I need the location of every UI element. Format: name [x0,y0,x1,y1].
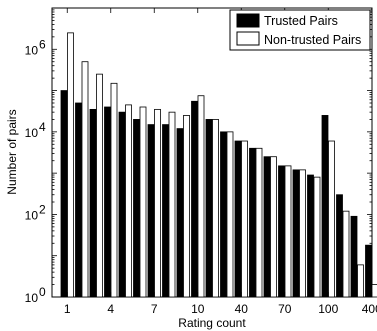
x-tick-label-10: 10 [191,302,205,316]
bar-non-trusted-4 [110,82,118,298]
x-tick-label-100: 100 [318,302,338,316]
bar-trusted-1 [60,90,68,298]
bar-non-trusted-7 [154,108,161,298]
bar-non-trusted-90 [313,176,321,298]
bar-trusted-10 [191,100,198,298]
bar-non-trusted-300 [357,264,364,298]
bar-non-trusted-200 [342,210,350,298]
bar-non-trusted-2 [81,61,89,298]
bar-trusted-40 [234,140,242,298]
bar-trusted-6 [133,119,140,298]
x-tick-label-70: 70 [278,302,292,316]
bar-trusted-90 [307,174,314,298]
x-tick-label-1: 1 [64,302,71,316]
x-tick-label-7: 7 [151,302,158,316]
bar-trusted-8 [162,124,169,298]
y-tick-exponent-2: 2 [39,202,46,216]
bar-non-trusted-1 [67,32,74,298]
y-tick-exponent-4: 4 [39,120,46,134]
y-tick-label-0: 10 [25,291,39,305]
bar-trusted-4 [104,106,111,298]
legend-swatch-non-trusted [236,31,260,46]
bar-non-trusted-6 [139,106,147,298]
bar-trusted-400 [365,244,372,298]
bar-trusted-200 [336,194,343,298]
y-tick-label-4: 10 [25,126,39,140]
bar-non-trusted-8 [168,111,176,298]
bar-trusted-2 [75,102,82,298]
bar-non-trusted-30 [226,131,234,298]
bar-trusted-100 [321,115,329,298]
bar-trusted-80 [292,169,300,298]
x-tick-label-40: 40 [235,302,249,316]
bar-trusted-20 [205,119,213,298]
y-tick-exponent-6: 6 [39,37,46,51]
bar-non-trusted-400 [371,284,377,298]
bar-non-trusted-50 [255,147,263,298]
bar-non-trusted-5 [125,104,132,298]
legend-label-trusted: Trusted Pairs [264,14,338,28]
x-ticks-group: 1 4 7 10 40 70 100 400 [64,8,377,316]
bar-trusted-50 [249,147,256,298]
y-tick-label-6: 10 [25,43,39,57]
bar-non-trusted-70 [284,165,292,298]
y-tick-label-2: 10 [25,208,39,222]
legend-label-non-trusted: Non-trusted Pairs [264,33,361,47]
bar-trusted-9 [176,128,184,298]
y-axis-label: Number of pairs [5,109,19,194]
bars-group [60,32,377,298]
x-tick-label-400: 400 [362,302,377,316]
bar-trusted-300 [350,215,358,298]
legend-swatch-trusted [236,13,260,28]
bar-trusted-60 [263,156,271,298]
bar-trusted-5 [118,111,126,298]
bar-trusted-30 [220,131,227,298]
legend: Trusted Pairs Non-trusted Pairs [229,9,371,51]
bar-non-trusted-20 [212,119,219,298]
bar-non-trusted-100 [328,140,335,298]
bar-non-trusted-80 [299,169,306,298]
bar-trusted-70 [278,165,285,298]
y-tick-exponent-0: 0 [39,285,46,299]
bar-non-trusted-10 [197,95,205,298]
bar-non-trusted-60 [270,156,277,298]
bar-trusted-7 [147,124,155,298]
bar-non-trusted-40 [241,140,248,298]
bar-non-trusted-9 [183,115,190,298]
bar-trusted-3 [89,108,97,298]
bar-non-trusted-3 [96,73,103,298]
x-axis-label: Rating count [178,316,246,330]
x-tick-label-4: 4 [107,302,114,316]
